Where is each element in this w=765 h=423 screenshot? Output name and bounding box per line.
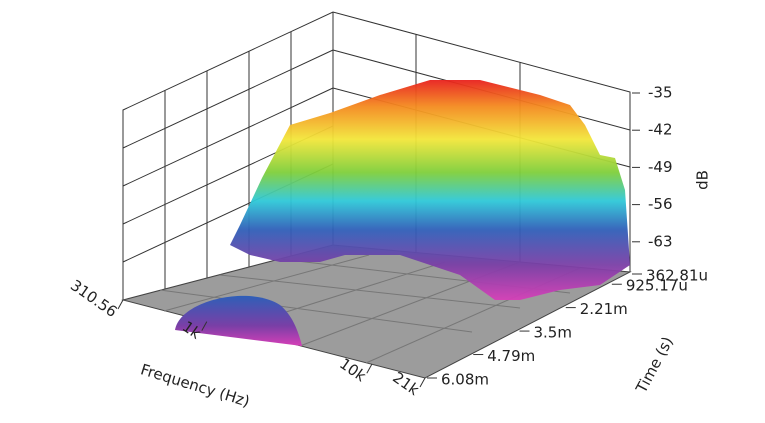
x-axis-title: Frequency (Hz) xyxy=(138,360,251,410)
y-tick-label: 362.81u xyxy=(646,267,708,285)
z-tick-label: -63 xyxy=(648,232,673,250)
y-tick-label: 3.5m xyxy=(534,324,572,342)
x-tick-label: 310.56 xyxy=(67,276,120,321)
y-tick-label: 925.17u xyxy=(626,277,688,295)
y-axis-title: Time (s) xyxy=(632,334,677,397)
spectral-surface xyxy=(230,80,630,300)
z-tick-label: -49 xyxy=(648,158,673,176)
y-tick-label: 4.79m xyxy=(487,347,535,365)
x-tick xyxy=(117,299,124,310)
x-tick xyxy=(419,377,426,388)
x-tick xyxy=(201,321,208,331)
low-bump xyxy=(175,295,302,346)
y-tick-label: 6.08m xyxy=(441,371,489,389)
x-tick xyxy=(366,364,373,374)
z-axis-title: dB xyxy=(694,170,712,190)
z-tick-label: -35 xyxy=(648,84,673,102)
y-tick-label: 2.21m xyxy=(580,300,628,318)
z-tick-label: -42 xyxy=(648,121,673,139)
z-tick-label: -56 xyxy=(648,195,673,213)
